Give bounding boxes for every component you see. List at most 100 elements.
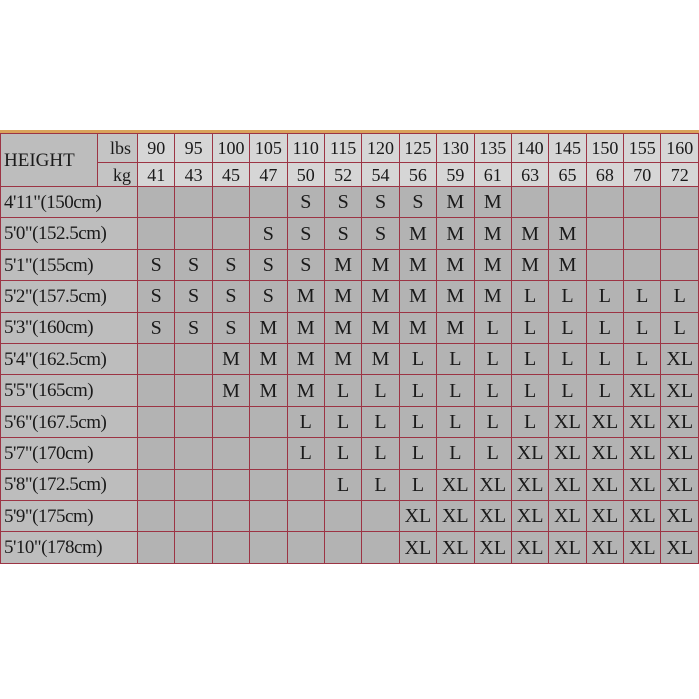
size-cell	[211, 217, 251, 250]
size-cell	[323, 500, 363, 533]
kg-header-cell: 72	[660, 162, 699, 187]
size-cell: M	[473, 185, 512, 219]
size-cell: L	[623, 343, 662, 376]
size-cell: XL	[510, 468, 550, 502]
size-cell: S	[286, 185, 325, 219]
size-cell	[249, 500, 288, 533]
size-cell: XL	[623, 405, 662, 439]
size-cell: L	[548, 280, 587, 313]
size-cell: XL	[585, 405, 625, 439]
size-cell: M	[323, 280, 363, 313]
size-cell: XL	[660, 437, 699, 470]
size-cell: XL	[585, 500, 625, 533]
size-cell: M	[361, 311, 400, 345]
size-cell: XL	[548, 500, 587, 533]
size-cell: M	[436, 248, 475, 282]
size-cell	[174, 217, 213, 250]
size-cell	[249, 405, 288, 439]
size-cell: XL	[548, 531, 587, 564]
size-cell: XL	[510, 531, 550, 564]
size-cell: L	[398, 468, 438, 502]
lbs-header-cell: 125	[398, 133, 438, 163]
height-cell: 4'11"(150cm)	[0, 185, 138, 219]
lbs-header-cell: 160	[660, 133, 699, 163]
size-cell: L	[398, 437, 438, 470]
size-cell: XL	[623, 500, 662, 533]
lbs-header-cell: 90	[136, 133, 176, 163]
lbs-header-cell: 155	[623, 133, 662, 163]
size-cell: XL	[585, 437, 625, 470]
size-cell: M	[436, 217, 475, 250]
size-cell: XL	[548, 405, 587, 439]
table-row: 5'1"(155cm) S S S S S M M M M M M M	[0, 248, 699, 282]
table-row: 5'9"(175cm) XL XL XL XL XL XL XL XL	[0, 500, 699, 533]
table-row: 5'0"(152.5cm) S S S S M M M M M	[0, 217, 699, 250]
size-cell: S	[249, 280, 288, 313]
size-cell	[361, 531, 400, 564]
size-cell: M	[548, 217, 587, 250]
size-cell	[660, 185, 699, 219]
size-cell: M	[473, 248, 512, 282]
size-cell: S	[361, 217, 400, 250]
size-cell: M	[286, 311, 325, 345]
table-row: 5'7"(170cm) L L L L L L XL XL XL XL XL	[0, 437, 699, 470]
size-cell	[361, 500, 400, 533]
table-row: 5'2"(157.5cm) S S S S M M M M M M L L L L L	[0, 280, 699, 313]
kg-header-cell: 65	[548, 162, 587, 187]
size-cell	[623, 185, 662, 219]
size-cell: L	[510, 343, 550, 376]
lbs-header-cell: 145	[548, 133, 587, 163]
size-cell	[174, 405, 213, 439]
size-cell: M	[398, 311, 438, 345]
lbs-label: lbs	[97, 133, 138, 163]
size-cell: XL	[660, 468, 699, 502]
size-cell: M	[361, 248, 400, 282]
size-cell: M	[510, 248, 550, 282]
size-cell: S	[174, 311, 213, 345]
size-cell: L	[436, 343, 475, 376]
size-cell	[174, 374, 213, 407]
size-cell: L	[473, 343, 512, 376]
size-table: HEIGHT lbs 90 95 100 105 110 115 120 125 130 135 140…	[0, 133, 699, 564]
size-cell: M	[548, 248, 587, 282]
size-cell: L	[398, 405, 438, 439]
size-cell	[660, 248, 699, 282]
size-cell: L	[286, 437, 325, 470]
size-cell	[585, 185, 625, 219]
size-cell: L	[473, 311, 512, 345]
lbs-header-cell: 115	[323, 133, 363, 163]
height-cell: 5'1"(155cm)	[0, 248, 138, 282]
size-cell: M	[249, 311, 288, 345]
kg-header-cell: 54	[361, 162, 400, 187]
size-cell: L	[398, 343, 438, 376]
size-cell: S	[136, 280, 176, 313]
size-cell: M	[286, 374, 325, 407]
size-cell	[211, 405, 251, 439]
kg-header-cell: 68	[585, 162, 625, 187]
size-cell: L	[436, 374, 475, 407]
size-cell	[136, 531, 176, 564]
kg-header-cell: 61	[473, 162, 512, 187]
size-cell	[136, 437, 176, 470]
size-cell: M	[361, 280, 400, 313]
size-cell: M	[398, 248, 438, 282]
size-cell	[585, 217, 625, 250]
size-cell	[211, 468, 251, 502]
size-cell: L	[510, 405, 550, 439]
size-cell: L	[623, 311, 662, 345]
lbs-header-cell: 110	[286, 133, 325, 163]
height-header: HEIGHT	[0, 133, 98, 187]
kg-header-cell: 70	[623, 162, 662, 187]
size-cell	[136, 405, 176, 439]
size-cell: XL	[623, 531, 662, 564]
size-cell	[174, 500, 213, 533]
size-cell: L	[398, 374, 438, 407]
size-cell: XL	[436, 500, 475, 533]
size-cell	[249, 437, 288, 470]
size-cell	[174, 437, 213, 470]
size-cell: XL	[398, 500, 438, 533]
size-cell: XL	[398, 531, 438, 564]
size-cell: L	[361, 468, 400, 502]
height-cell: 5'3"(160cm)	[0, 311, 138, 345]
size-cell: S	[174, 248, 213, 282]
